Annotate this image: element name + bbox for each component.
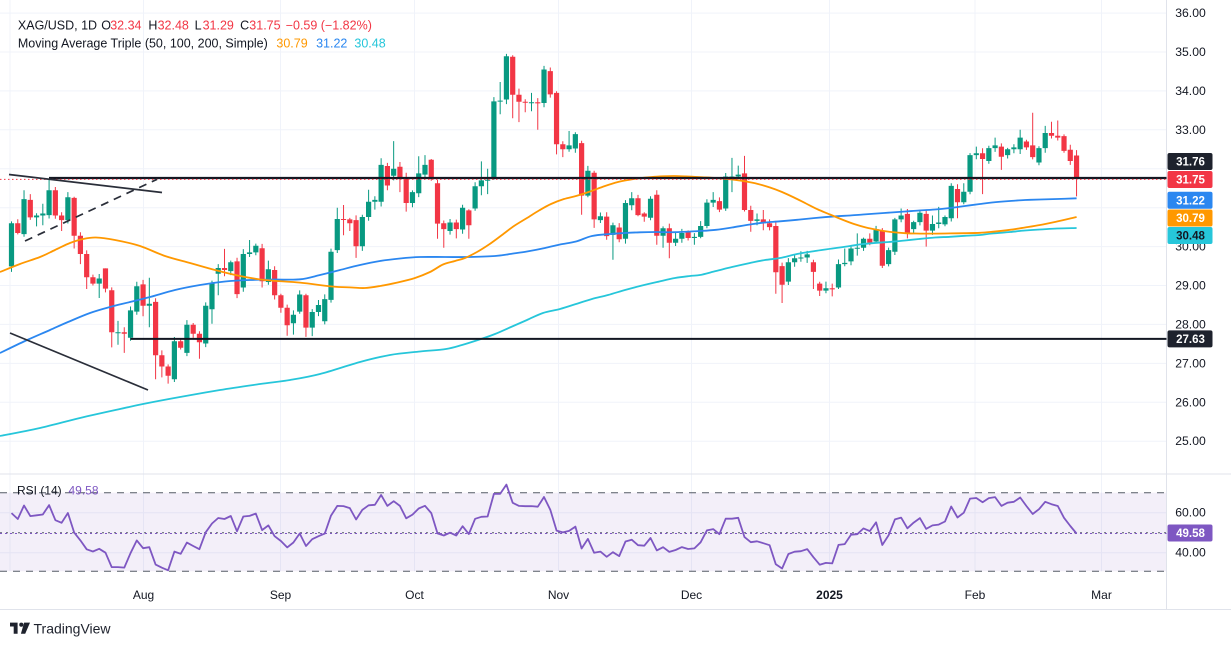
svg-text:27.63: 27.63	[1176, 334, 1205, 346]
svg-text:31.22: 31.22	[316, 37, 347, 51]
svg-text:2025: 2025	[816, 588, 843, 602]
svg-text:Oct: Oct	[405, 588, 424, 602]
svg-text:34.00: 34.00	[1175, 84, 1206, 98]
svg-text:Nov: Nov	[548, 588, 569, 602]
svg-text:32.48: 32.48	[158, 19, 189, 33]
svg-text:35.00: 35.00	[1175, 45, 1206, 59]
svg-text:49.58: 49.58	[1176, 528, 1205, 540]
svg-text:30.48: 30.48	[1176, 231, 1205, 243]
svg-text:31.75: 31.75	[249, 19, 280, 33]
svg-text:Moving Average Triple (50, 100: Moving Average Triple (50, 100, 200, Sim…	[18, 37, 268, 51]
svg-text:Dec: Dec	[681, 588, 702, 602]
svg-text:TradingView: TradingView	[34, 621, 112, 637]
svg-text:40.00: 40.00	[1175, 546, 1206, 560]
svg-text:RSI (14): RSI (14)	[17, 484, 62, 498]
svg-text:−0.59 (−1.82%): −0.59 (−1.82%)	[286, 19, 372, 33]
svg-text:27.00: 27.00	[1175, 356, 1206, 370]
svg-text:H: H	[148, 19, 157, 33]
svg-text:XAG/USD, 1D: XAG/USD, 1D	[18, 19, 97, 33]
svg-text:31.29: 31.29	[203, 19, 234, 33]
svg-text:31.22: 31.22	[1176, 195, 1205, 207]
svg-text:49.58: 49.58	[69, 484, 99, 498]
svg-text:29.00: 29.00	[1175, 279, 1206, 293]
svg-text:Feb: Feb	[965, 588, 986, 602]
svg-text:L: L	[195, 19, 202, 33]
svg-text:31.76: 31.76	[1176, 157, 1205, 169]
svg-text:33.00: 33.00	[1175, 123, 1206, 137]
svg-text:Mar: Mar	[1091, 588, 1112, 602]
svg-text:30.79: 30.79	[1176, 213, 1205, 225]
svg-text:O: O	[101, 19, 111, 33]
svg-text:30.48: 30.48	[354, 37, 385, 51]
svg-text:60.00: 60.00	[1175, 506, 1206, 520]
svg-text:26.00: 26.00	[1175, 395, 1206, 409]
svg-text:31.75: 31.75	[1176, 175, 1205, 187]
svg-text:30.79: 30.79	[276, 37, 307, 51]
svg-text:36.00: 36.00	[1175, 6, 1206, 20]
svg-text:C: C	[240, 19, 249, 33]
svg-text:Sep: Sep	[270, 588, 292, 602]
svg-text:Aug: Aug	[133, 588, 154, 602]
svg-text:25.00: 25.00	[1175, 434, 1206, 448]
svg-text:32.34: 32.34	[110, 19, 141, 33]
svg-text:28.00: 28.00	[1175, 317, 1206, 331]
